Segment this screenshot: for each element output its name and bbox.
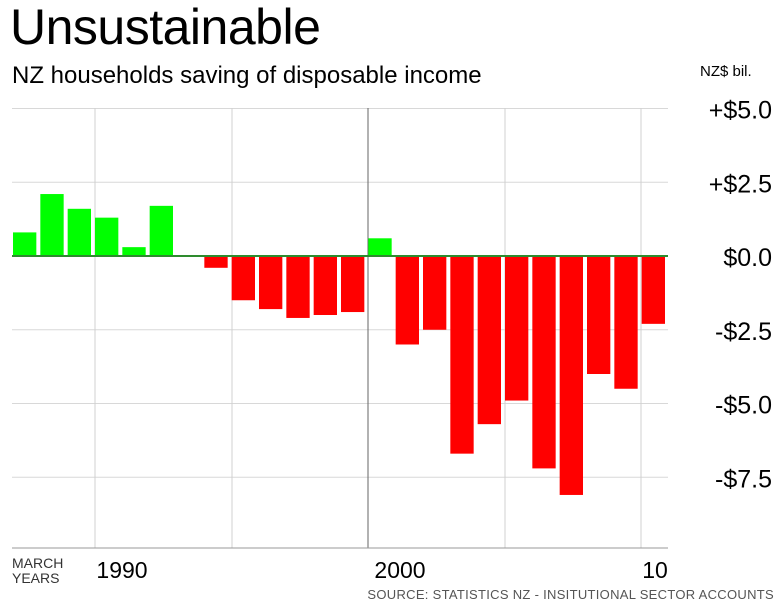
bar [477,256,501,425]
bar [13,232,37,256]
x-axis-caption: MARCH YEARS [12,556,63,585]
bar [587,256,611,374]
bar [532,256,556,469]
bar [423,256,447,330]
bar [122,247,146,256]
bar [67,208,91,256]
bar [341,256,365,313]
x-axis-caption-line2: YEARS [12,569,60,586]
x-axis-caption-line1: MARCH [12,555,64,571]
bar [395,256,419,345]
bar [559,256,583,495]
x-tick-label: 1990 [96,557,147,583]
bar [231,256,255,301]
y-tick-label: +$2.5 [709,170,772,198]
unit-label: NZ$ bil. [700,63,752,80]
chart-title: Unsustainable [10,0,321,55]
x-tick-label: 2000 [374,557,425,583]
bar [149,205,173,256]
bar [368,238,392,256]
bar [450,256,474,454]
bar [204,256,228,268]
bar [313,256,337,315]
bar [286,256,310,318]
chart-subtitle: NZ households saving of disposable incom… [12,62,482,89]
bar [259,256,283,310]
bar [40,194,64,256]
y-tick-label: $0.0 [723,244,772,272]
source-note: SOURCE: STATISTICS NZ - INSITUTIONAL SEC… [367,587,774,602]
x-tick-label: 10 [642,557,668,583]
bar [505,256,529,401]
y-tick-label: +$5.0 [709,97,772,125]
bar [614,256,638,389]
y-tick-label: -$2.5 [715,318,772,346]
y-tick-label: -$5.0 [715,392,772,420]
y-tick-label: -$7.5 [715,465,772,493]
bar [641,256,665,324]
bar [95,217,119,256]
